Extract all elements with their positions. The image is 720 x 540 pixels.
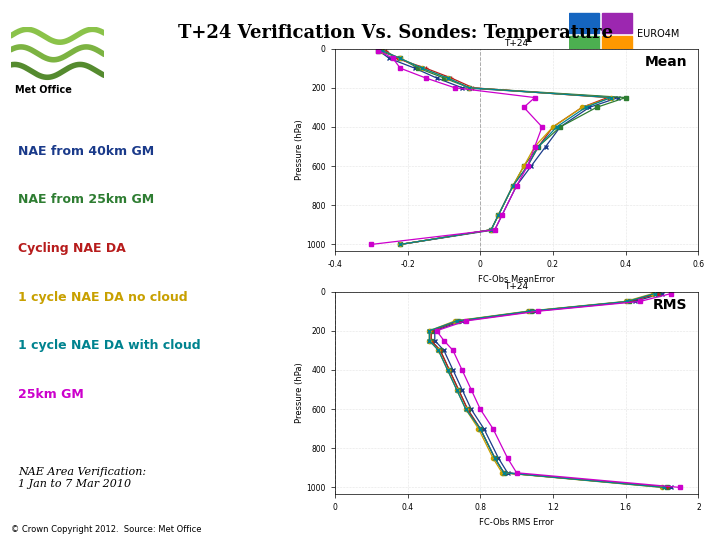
Text: NAE from 25km GM: NAE from 25km GM — [18, 193, 154, 206]
Text: T+24 Verification Vs. Sondes: Temperature: T+24 Verification Vs. Sondes: Temperatur… — [179, 24, 613, 42]
Text: Cycling NAE DA: Cycling NAE DA — [18, 242, 126, 255]
Text: NAE from 40km GM: NAE from 40km GM — [18, 145, 154, 158]
Text: RMS: RMS — [653, 298, 688, 312]
Title: T+24: T+24 — [505, 282, 528, 291]
Text: EURO4M: EURO4M — [637, 29, 680, 39]
Text: Mean: Mean — [645, 55, 688, 69]
X-axis label: FC-Obs MeanError: FC-Obs MeanError — [478, 275, 555, 284]
Text: 25km GM: 25km GM — [18, 388, 84, 401]
Y-axis label: Pressure (hPa): Pressure (hPa) — [294, 119, 304, 180]
Bar — [602, 12, 632, 33]
Bar — [569, 12, 599, 33]
Y-axis label: Pressure (hPa): Pressure (hPa) — [294, 362, 304, 423]
Text: Met Office: Met Office — [16, 85, 72, 94]
Text: NAE Area Verification:
1 Jan to 7 Mar 2010: NAE Area Verification: 1 Jan to 7 Mar 20… — [18, 467, 146, 489]
Bar — [602, 36, 632, 56]
Text: 1 cycle NAE DA with cloud: 1 cycle NAE DA with cloud — [18, 339, 201, 352]
Text: 1 cycle NAE DA no cloud: 1 cycle NAE DA no cloud — [18, 291, 188, 303]
Text: © Crown Copyright 2012.  Source: Met Office: © Crown Copyright 2012. Source: Met Offi… — [11, 524, 202, 534]
X-axis label: FC-Obs RMS Error: FC-Obs RMS Error — [480, 518, 554, 526]
Bar — [569, 36, 599, 56]
Title: T+24: T+24 — [505, 39, 528, 48]
